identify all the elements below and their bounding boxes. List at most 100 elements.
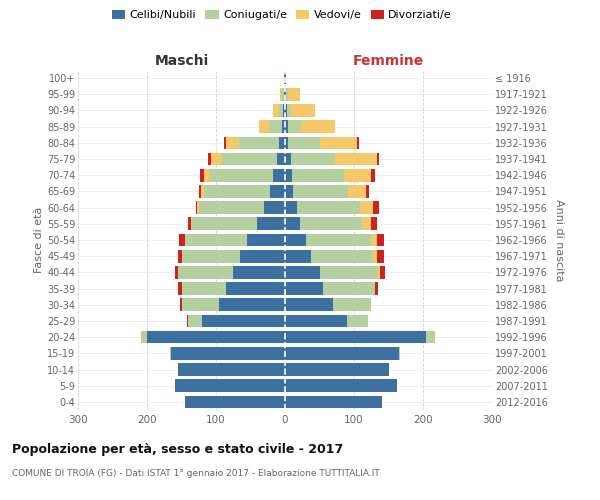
Bar [358, 136, 359, 149]
Text: Maschi: Maschi [154, 54, 209, 68]
Bar [344, 169, 371, 181]
Bar [179, 234, 185, 246]
Bar [285, 282, 323, 295]
Bar [371, 169, 374, 181]
Bar [399, 347, 400, 360]
Bar [285, 347, 399, 360]
Bar [285, 136, 289, 149]
Bar [279, 104, 283, 117]
Y-axis label: Anni di nascita: Anni di nascita [554, 198, 565, 281]
Bar [289, 136, 320, 149]
Bar [285, 104, 287, 117]
Bar [377, 234, 383, 246]
Bar [311, 250, 373, 262]
Bar [180, 298, 182, 311]
Bar [178, 266, 233, 278]
Bar [199, 202, 265, 214]
Bar [196, 202, 197, 214]
Bar [287, 104, 290, 117]
Bar [285, 152, 290, 166]
Bar [182, 282, 226, 295]
Bar [374, 282, 378, 295]
Bar [208, 152, 211, 166]
Bar [301, 120, 335, 133]
Bar [211, 169, 272, 181]
Bar [373, 202, 379, 214]
Bar [273, 104, 279, 117]
Bar [284, 72, 285, 85]
Bar [285, 250, 311, 262]
Text: Popolazione per età, sesso e stato civile - 2017: Popolazione per età, sesso e stato civil… [12, 442, 343, 456]
Bar [285, 298, 334, 311]
Bar [284, 88, 285, 101]
Bar [285, 380, 397, 392]
Bar [371, 218, 377, 230]
Y-axis label: Fasce di età: Fasce di età [34, 207, 44, 273]
Bar [285, 396, 382, 408]
Bar [289, 120, 301, 133]
Bar [185, 234, 247, 246]
Bar [239, 136, 280, 149]
Bar [203, 169, 211, 181]
Bar [281, 120, 285, 133]
Bar [188, 314, 202, 328]
Bar [191, 218, 192, 230]
Bar [211, 152, 221, 166]
Bar [269, 120, 281, 133]
Bar [240, 250, 285, 262]
Bar [280, 88, 282, 101]
Bar [187, 314, 188, 328]
Bar [362, 218, 371, 230]
Bar [285, 218, 300, 230]
Bar [347, 314, 368, 328]
Bar [257, 218, 285, 230]
Bar [272, 169, 285, 181]
Bar [199, 185, 201, 198]
Bar [366, 185, 369, 198]
Bar [224, 136, 226, 149]
Bar [320, 266, 378, 278]
Bar [285, 331, 427, 344]
Bar [147, 331, 285, 344]
Bar [306, 234, 371, 246]
Bar [288, 88, 300, 101]
Bar [192, 218, 257, 230]
Bar [300, 218, 362, 230]
Bar [292, 169, 344, 181]
Bar [204, 185, 270, 198]
Bar [377, 152, 379, 166]
Bar [285, 202, 298, 214]
Bar [188, 218, 191, 230]
Bar [247, 234, 285, 246]
Bar [380, 266, 385, 278]
Bar [259, 120, 269, 133]
Bar [293, 185, 349, 198]
Bar [290, 104, 314, 117]
Bar [285, 169, 292, 181]
Bar [378, 266, 380, 278]
Bar [320, 136, 358, 149]
Bar [178, 282, 182, 295]
Bar [335, 152, 377, 166]
Bar [170, 347, 171, 360]
Bar [270, 185, 285, 198]
Bar [277, 152, 285, 166]
Bar [226, 136, 239, 149]
Bar [334, 298, 371, 311]
Bar [282, 88, 284, 101]
Bar [373, 250, 377, 262]
Bar [182, 298, 220, 311]
Bar [221, 152, 277, 166]
Bar [285, 185, 293, 198]
Bar [349, 185, 366, 198]
Bar [359, 202, 373, 214]
Bar [265, 202, 285, 214]
Bar [202, 314, 285, 328]
Bar [285, 363, 389, 376]
Bar [185, 396, 285, 408]
Bar [285, 266, 320, 278]
Bar [285, 314, 347, 328]
Bar [323, 282, 374, 295]
Bar [285, 234, 306, 246]
Bar [371, 234, 377, 246]
